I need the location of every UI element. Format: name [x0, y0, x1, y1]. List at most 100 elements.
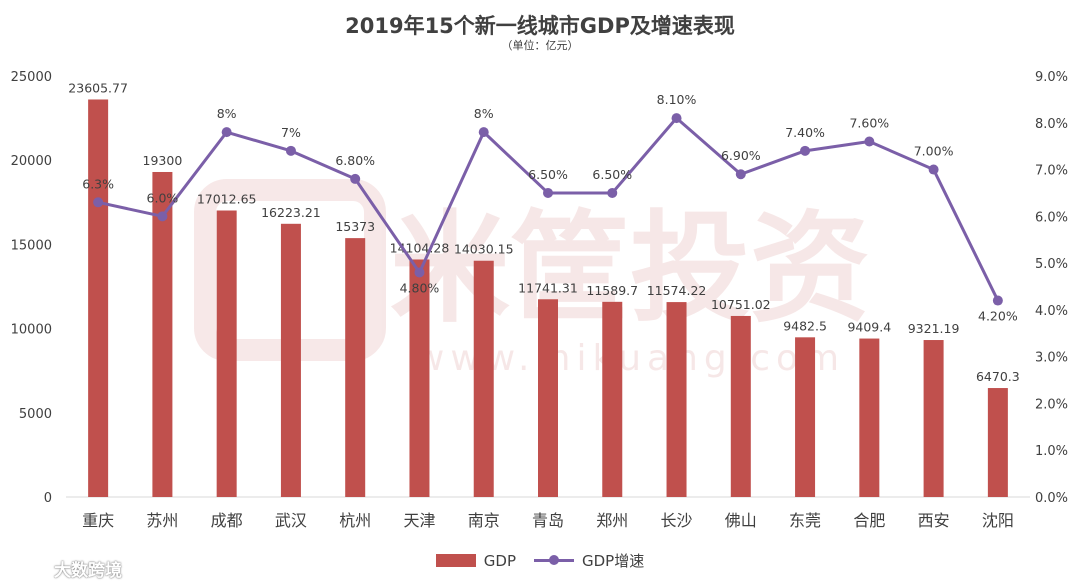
x-category-label: 东莞	[789, 511, 821, 530]
growth-label: 6.80%	[335, 153, 375, 168]
gdp-bar	[602, 301, 623, 497]
gdp-bar	[859, 338, 880, 497]
y-left-tick-label: 25000	[11, 70, 52, 85]
legend-item-gdp: GDP	[435, 551, 516, 570]
growth-label: 7.00%	[914, 144, 954, 159]
growth-point	[285, 145, 296, 156]
x-category-label: 成都	[211, 511, 243, 530]
legend-swatch-bar	[435, 554, 476, 567]
y-left-tick-label: 10000	[11, 323, 52, 338]
growth-label: 6.3%	[82, 176, 114, 191]
gdp-bar	[345, 238, 366, 497]
gdp-bar	[473, 260, 494, 497]
gdp-bar-label: 23605.77	[68, 80, 128, 95]
x-category-label: 佛山	[725, 511, 757, 530]
growth-point	[157, 211, 168, 222]
growth-point	[671, 113, 682, 124]
brand-logo-icon	[8, 560, 47, 577]
gdp-bar	[88, 99, 109, 498]
legend-label-gdp: GDP	[483, 551, 516, 570]
growth-point	[543, 187, 553, 198]
growth-label: 7.40%	[785, 125, 825, 140]
growth-label: 8%	[474, 106, 494, 121]
x-category-label: 青岛	[532, 511, 564, 530]
gdp-bar-label: 17012.65	[197, 192, 257, 207]
growth-label: 7.60%	[849, 115, 889, 130]
y-left-tick-label: 15000	[11, 238, 52, 253]
growth-point	[350, 173, 361, 184]
y-right-tick-label: 5.0%	[1035, 257, 1068, 272]
gdp-bar	[923, 340, 944, 497]
growth-label: 6.50%	[592, 167, 632, 182]
y-right-tick-label: 6.0%	[1035, 210, 1068, 225]
x-category-label: 合肥	[853, 511, 885, 530]
growth-point	[478, 127, 489, 138]
x-category-label: 西安	[918, 511, 950, 530]
gdp-bar	[409, 259, 430, 497]
watermark-text: 米筐投资	[390, 200, 870, 339]
growth-label: 6.90%	[721, 148, 761, 163]
legend: GDP GDP增速	[0, 550, 1080, 571]
brand-logo: 大数跨境	[8, 556, 122, 581]
gdp-bar	[730, 315, 751, 497]
y-right-tick-label: 4.0%	[1035, 304, 1068, 319]
x-category-label: 郑州	[596, 511, 628, 530]
x-category-label: 苏州	[146, 511, 178, 530]
growth-point	[607, 187, 618, 198]
y-right-tick-label: 2.0%	[1035, 397, 1068, 412]
growth-label: 8.10%	[657, 92, 697, 107]
gdp-bar	[666, 302, 687, 497]
y-right-tick-label: 7.0%	[1035, 164, 1068, 179]
gdp-bar	[538, 299, 558, 497]
y-right-tick-label: 8.0%	[1035, 117, 1068, 132]
growth-label: 4.80%	[400, 280, 440, 295]
gdp-bar-label: 15373	[335, 219, 375, 234]
legend-item-growth: GDP增速	[534, 550, 644, 571]
brand-name: 大数跨境	[54, 561, 122, 581]
x-category-label: 天津	[403, 511, 435, 530]
gdp-bar	[280, 223, 301, 497]
gdp-bar	[152, 171, 173, 497]
gdp-bar-label: 9409.4	[847, 320, 891, 335]
growth-label: 6.50%	[528, 167, 568, 182]
growth-point	[864, 136, 875, 147]
y-left-tick-label: 20000	[11, 154, 52, 169]
legend-swatch-line	[534, 554, 574, 567]
gdp-bar	[987, 388, 1008, 497]
x-category-label: 沈阳	[982, 511, 1014, 530]
gdp-bar-label: 9482.5	[783, 318, 827, 333]
y-right-tick-label: 3.0%	[1035, 351, 1068, 366]
legend-label-growth: GDP增速	[582, 552, 645, 570]
x-category-label: 重庆	[82, 511, 114, 530]
gdp-bar-label: 10751.02	[711, 297, 771, 312]
y-left-tick-label: 5000	[19, 407, 52, 422]
gdp-bar	[795, 337, 816, 497]
x-category-label: 武汉	[275, 511, 307, 530]
gdp-bar-label: 11589.7	[586, 283, 638, 298]
y-right-tick-label: 0.0%	[1035, 491, 1068, 506]
y-left-tick-label: 0	[44, 491, 52, 506]
growth-point	[800, 145, 811, 156]
gdp-bar-label: 9321.19	[908, 321, 960, 336]
gdp-bar-label: 19300	[143, 153, 183, 168]
growth-label: 4.20%	[978, 309, 1018, 324]
x-category-label: 长沙	[661, 511, 693, 530]
gdp-bar-label: 14030.15	[454, 242, 514, 257]
growth-label: 8%	[217, 106, 237, 121]
x-category-label: 南京	[468, 511, 500, 530]
growth-point	[992, 295, 1003, 306]
growth-point	[735, 169, 746, 180]
gdp-bar-label: 6470.3	[976, 369, 1020, 384]
x-category-label: 杭州	[339, 511, 371, 530]
growth-label: 6.0%	[147, 190, 179, 205]
gdp-bar-label: 11574.22	[647, 283, 707, 298]
chart-subtitle: （单位：亿元）	[501, 39, 579, 52]
gdp-bar	[216, 210, 237, 498]
gdp-bar-label: 11741.31	[518, 280, 578, 295]
growth-point	[414, 267, 425, 278]
growth-point	[93, 197, 104, 208]
chart-title: 2019年15个新一线城市GDP及增速表现	[345, 14, 735, 38]
growth-point	[928, 164, 939, 175]
gdp-bar-label: 16223.21	[261, 205, 321, 220]
